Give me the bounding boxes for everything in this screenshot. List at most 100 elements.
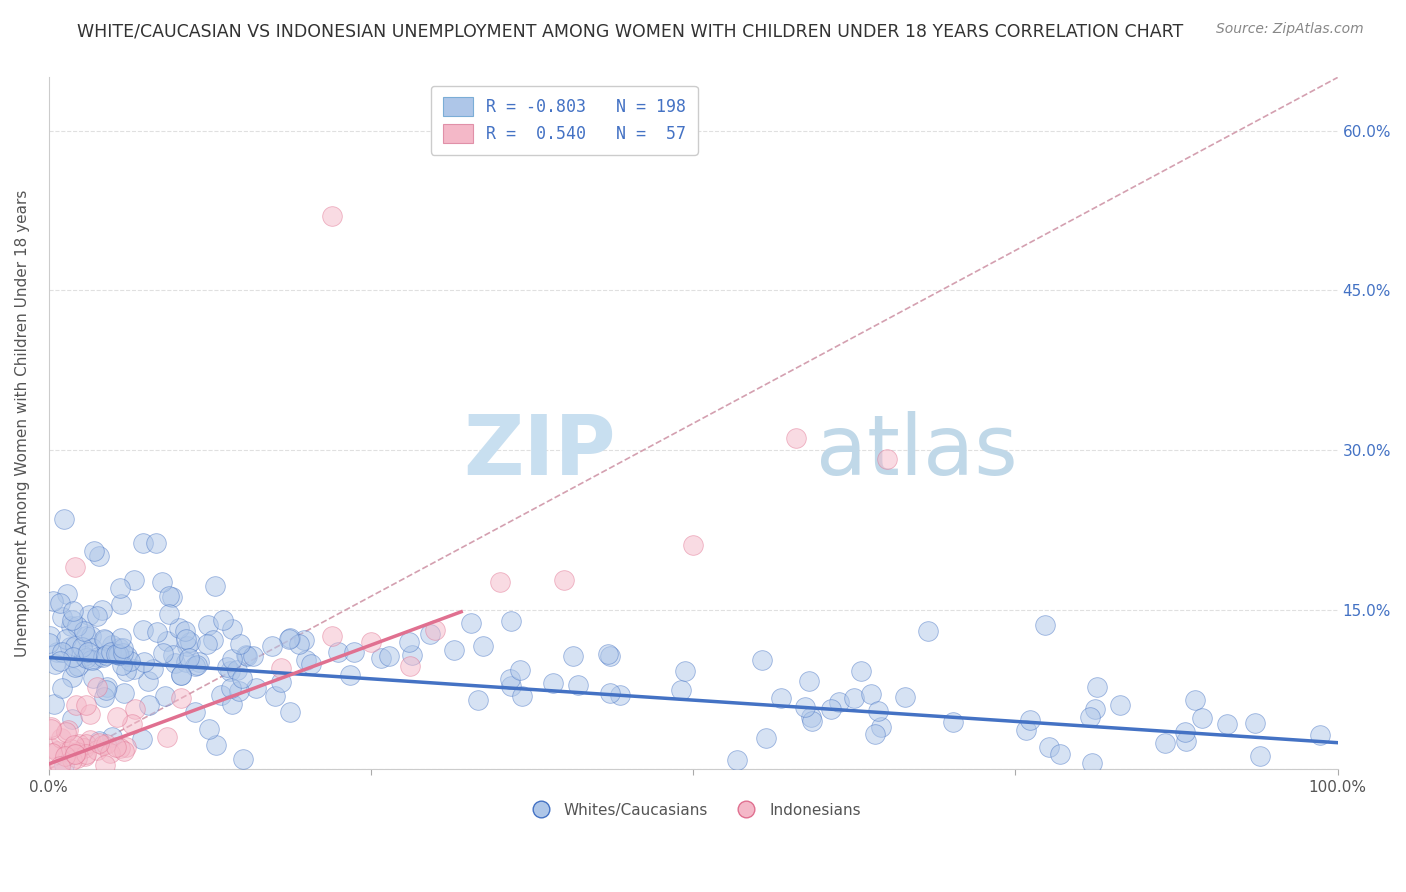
Point bbox=[86, 743, 108, 757]
Point bbox=[39, 740, 62, 755]
Point bbox=[51, 610, 73, 624]
Point bbox=[112, 686, 135, 700]
Point bbox=[501, 615, 523, 629]
Point bbox=[48, 759, 70, 773]
Point bbox=[1078, 710, 1101, 724]
Point bbox=[83, 544, 105, 558]
Point bbox=[87, 650, 110, 665]
Point bbox=[177, 651, 200, 665]
Point bbox=[242, 648, 264, 663]
Point bbox=[142, 662, 165, 676]
Point bbox=[75, 698, 97, 713]
Point bbox=[562, 649, 585, 664]
Point bbox=[221, 651, 243, 665]
Point bbox=[63, 747, 86, 761]
Point bbox=[160, 590, 183, 604]
Point bbox=[842, 691, 865, 706]
Point bbox=[292, 633, 315, 648]
Point bbox=[849, 664, 872, 678]
Point bbox=[278, 631, 301, 645]
Point bbox=[188, 656, 211, 670]
Point bbox=[1184, 693, 1206, 707]
Point bbox=[894, 690, 917, 704]
Point bbox=[398, 659, 420, 673]
Point bbox=[820, 702, 842, 716]
Point bbox=[75, 738, 97, 752]
Text: atlas: atlas bbox=[815, 410, 1018, 491]
Point bbox=[1033, 617, 1056, 632]
Point bbox=[1244, 715, 1267, 730]
Point bbox=[56, 723, 79, 738]
Point bbox=[118, 654, 141, 668]
Point bbox=[89, 549, 111, 563]
Point bbox=[75, 747, 97, 761]
Point bbox=[59, 640, 82, 654]
Point bbox=[60, 712, 83, 726]
Point bbox=[770, 691, 793, 706]
Point bbox=[599, 648, 621, 663]
Point bbox=[860, 687, 883, 701]
Point bbox=[152, 574, 174, 589]
Point bbox=[77, 608, 100, 623]
Point bbox=[870, 720, 893, 734]
Point bbox=[195, 637, 218, 651]
Point bbox=[370, 651, 392, 665]
Point bbox=[45, 744, 67, 758]
Point bbox=[553, 574, 575, 588]
Point bbox=[510, 689, 533, 703]
Point bbox=[174, 632, 197, 646]
Point bbox=[917, 624, 939, 638]
Point bbox=[174, 624, 197, 639]
Point bbox=[326, 645, 349, 659]
Point bbox=[100, 645, 122, 659]
Point bbox=[108, 741, 131, 756]
Point bbox=[1049, 747, 1071, 761]
Point bbox=[112, 640, 135, 655]
Point bbox=[75, 651, 97, 665]
Point bbox=[110, 632, 132, 646]
Point bbox=[377, 648, 399, 663]
Point bbox=[39, 723, 62, 737]
Point bbox=[82, 653, 104, 667]
Point bbox=[145, 535, 167, 549]
Point bbox=[132, 536, 155, 550]
Point bbox=[1154, 735, 1177, 749]
Point bbox=[1191, 711, 1213, 725]
Point bbox=[46, 762, 69, 776]
Point bbox=[499, 679, 522, 693]
Point bbox=[38, 636, 60, 650]
Point bbox=[1174, 725, 1197, 739]
Point bbox=[55, 587, 77, 601]
Point bbox=[66, 745, 89, 759]
Point bbox=[725, 753, 748, 767]
Point bbox=[232, 751, 254, 765]
Point bbox=[89, 736, 111, 750]
Point bbox=[73, 749, 96, 764]
Point bbox=[79, 706, 101, 721]
Text: ZIP: ZIP bbox=[464, 410, 616, 491]
Point bbox=[184, 706, 207, 720]
Point bbox=[75, 630, 97, 644]
Point bbox=[169, 667, 191, 681]
Point bbox=[65, 698, 87, 712]
Point bbox=[62, 613, 84, 627]
Point bbox=[39, 720, 62, 734]
Point bbox=[112, 646, 135, 660]
Point bbox=[801, 714, 824, 728]
Point bbox=[46, 645, 69, 659]
Point bbox=[96, 681, 118, 695]
Point bbox=[42, 697, 65, 711]
Point bbox=[110, 597, 132, 611]
Point bbox=[228, 684, 250, 698]
Point bbox=[159, 590, 181, 604]
Point bbox=[132, 624, 155, 638]
Point bbox=[226, 663, 249, 677]
Point bbox=[60, 754, 83, 768]
Point bbox=[541, 676, 564, 690]
Point bbox=[609, 688, 631, 702]
Point bbox=[66, 751, 89, 765]
Point bbox=[1015, 723, 1038, 738]
Point bbox=[235, 648, 257, 663]
Point bbox=[101, 638, 124, 652]
Point bbox=[176, 639, 198, 653]
